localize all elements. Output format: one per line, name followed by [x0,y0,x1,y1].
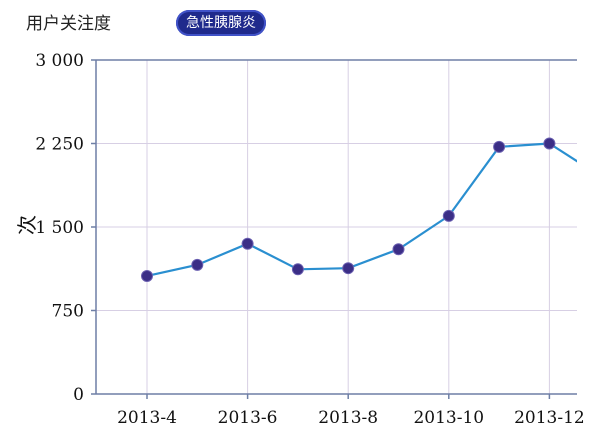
x-tick-label: 2013-8 [318,408,378,428]
data-point [291,263,304,276]
y-tick-label: 750 [52,302,84,322]
x-tick-label: 2013-4 [117,408,177,428]
data-point [191,258,204,271]
y-axis-label: 次 [15,215,39,235]
axis-layer [91,59,577,399]
data-point [241,237,254,250]
x-tick-label: 2013-6 [218,408,278,428]
data-point [342,262,355,275]
y-tick-label: 2 250 [35,135,84,155]
series-layer [141,137,577,282]
y-tick-label: 1 500 [35,218,84,238]
label-layer: 0 750 1 500 2 250 3 000 2013-4 2013-6 2013-8 201… [15,51,585,428]
keyword-tag[interactable]: 急性胰腺炎 [176,10,266,36]
data-point [493,140,506,153]
data-point [392,243,405,256]
x-tick-label: 2013-10 [413,408,484,428]
series-line [146,142,577,278]
y-tick-label: 0 [73,385,84,405]
chart-header-label: 用户关注度 [26,14,111,34]
data-point [442,209,455,222]
y-tick-label: 3 000 [35,51,84,71]
data-point [141,269,153,282]
grid-layer [96,59,577,394]
x-tick-label: 2013-12 [514,408,585,428]
data-point [543,137,556,150]
